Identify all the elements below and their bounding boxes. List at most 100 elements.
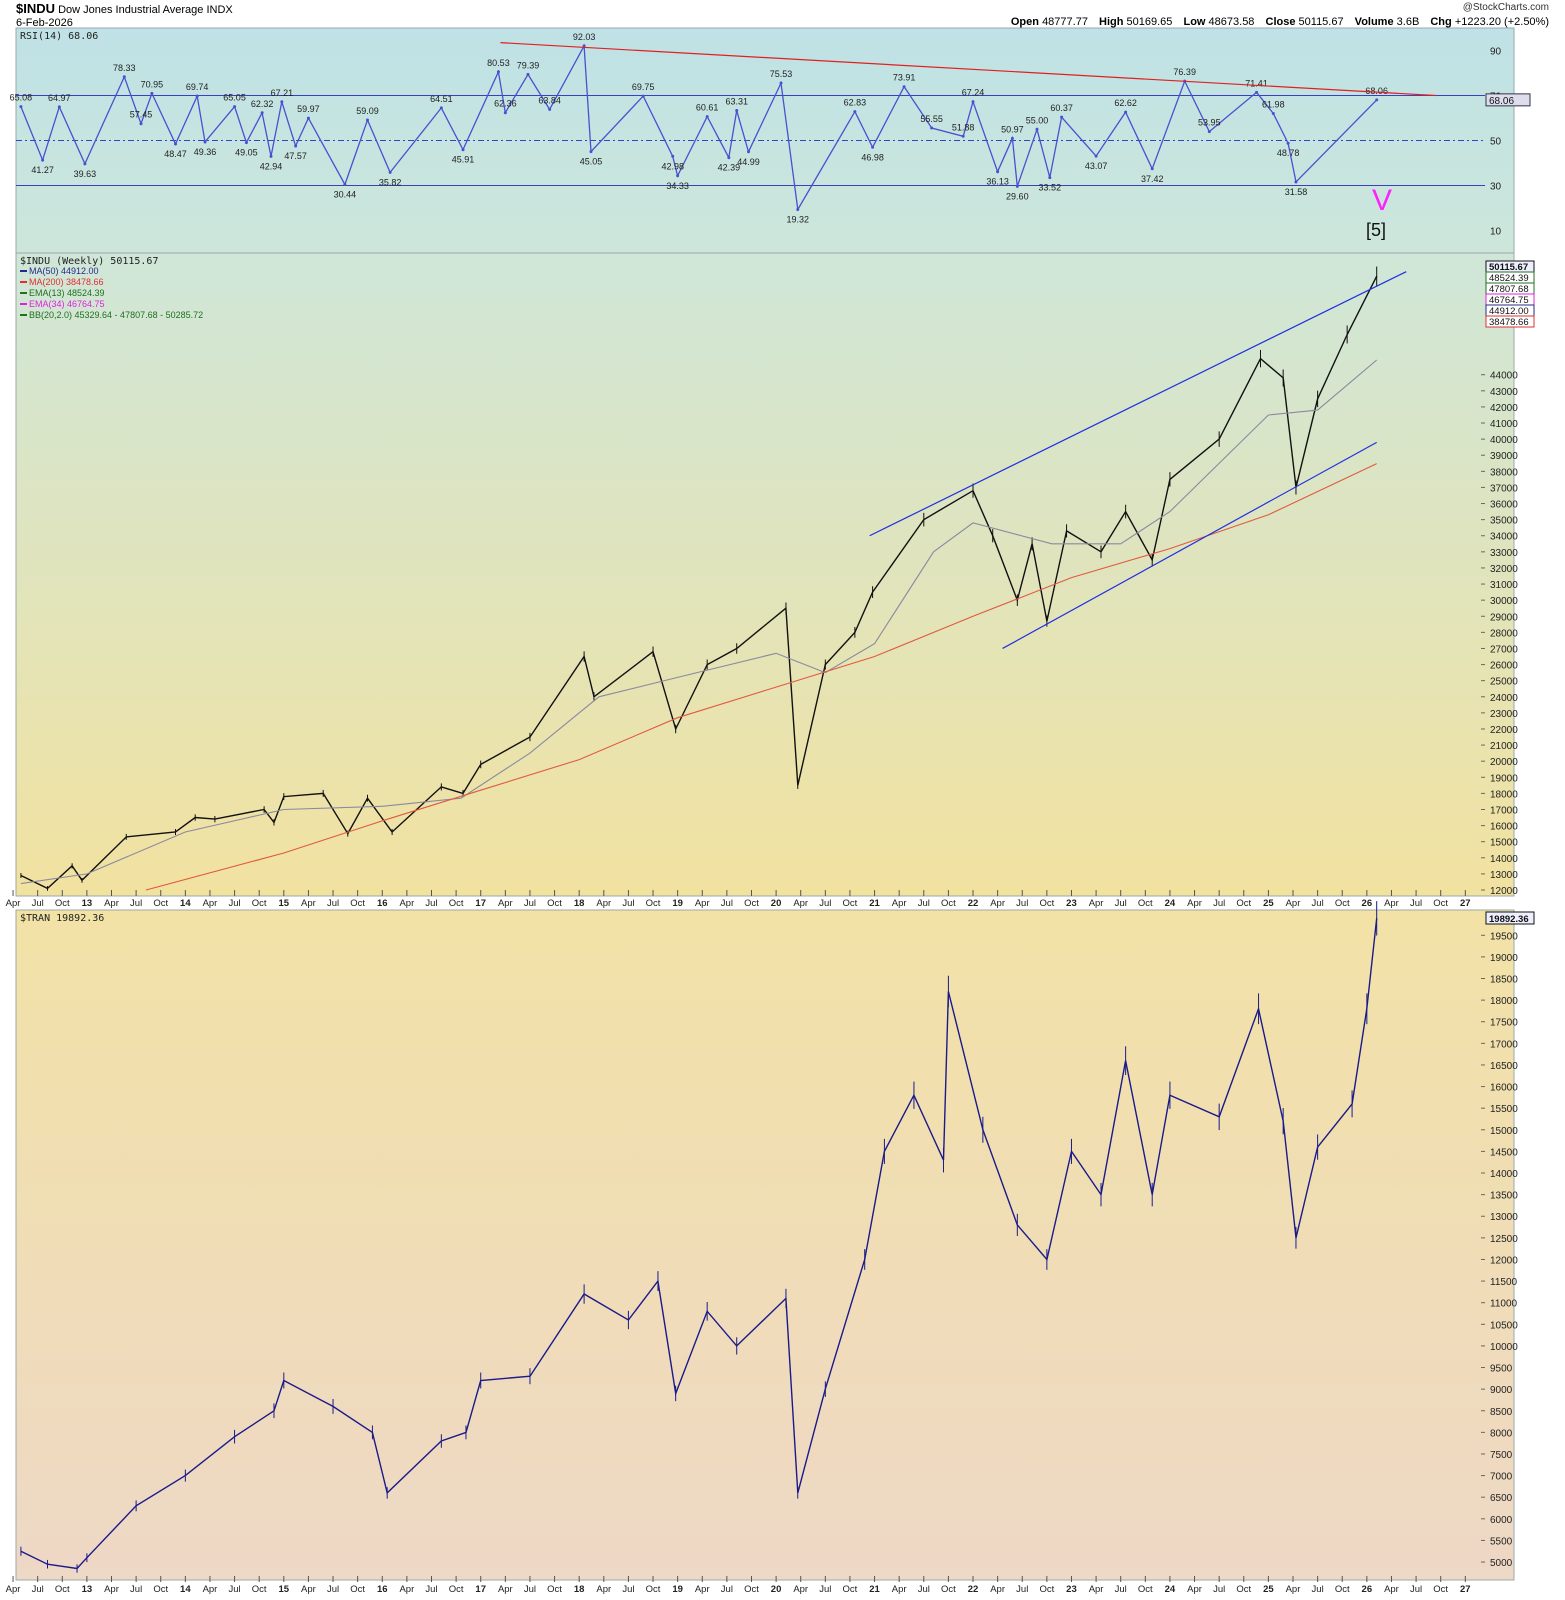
rsi-data-label: 63.31 — [725, 97, 748, 107]
rsi-data-label: 34.33 — [666, 181, 689, 191]
tran-x-tick: Apr — [399, 1584, 414, 1595]
price-x-tick: 23 — [1066, 898, 1077, 909]
price-x-tick: Oct — [744, 898, 759, 909]
price-y-tick: 25000 — [1490, 677, 1518, 688]
price-y-tick: 39000 — [1490, 451, 1518, 462]
rsi-data-label: 49.36 — [194, 147, 217, 157]
price-y-tick: 23000 — [1490, 709, 1518, 720]
rsi-data-label: 62.62 — [1114, 98, 1137, 108]
rsi-point — [343, 183, 347, 187]
rsi-y-tick: 30 — [1490, 182, 1502, 193]
tran-x-tick: 13 — [82, 1584, 93, 1595]
rsi-point — [589, 150, 593, 154]
rsi-point — [260, 111, 264, 115]
price-x-tick: Oct — [1433, 898, 1448, 909]
wave-annotation-v: V — [1372, 184, 1392, 217]
price-x-tick: 19 — [672, 898, 683, 909]
price-x-tick: Oct — [646, 898, 661, 909]
rsi-point — [671, 154, 675, 158]
wave-label-5: [5] — [1366, 220, 1386, 240]
price-x-tick: Jul — [721, 898, 733, 909]
tran-y-tick: 5500 — [1490, 1536, 1513, 1547]
tran-x-tick: Oct — [1236, 1584, 1251, 1595]
rsi-data-label: 45.05 — [580, 157, 603, 167]
tran-y-tick: 11000 — [1490, 1299, 1518, 1310]
price-x-tick: Oct — [547, 898, 562, 909]
tran-x-tick: Oct — [449, 1584, 464, 1595]
tran-y-tick: 14000 — [1490, 1169, 1518, 1180]
rsi-point — [1035, 127, 1039, 131]
tran-x-tick: Oct — [1039, 1584, 1054, 1595]
price-x-tick: 22 — [968, 898, 979, 909]
price-x-tick: 16 — [377, 898, 388, 909]
rsi-data-label: 64.97 — [48, 93, 71, 103]
tran-y-tick: 10000 — [1490, 1342, 1518, 1353]
rsi-point — [233, 105, 237, 109]
tran-x-tick: 17 — [475, 1584, 486, 1595]
price-x-tick: Apr — [990, 898, 1005, 909]
rsi-data-label: 76.39 — [1173, 67, 1196, 77]
price-x-tick: Oct — [449, 898, 464, 909]
price-x-tick: Apr — [1187, 898, 1202, 909]
price-x-tick: Oct — [55, 898, 70, 909]
volume-value: 3.6B — [1396, 16, 1420, 28]
rsi-point — [461, 148, 465, 152]
price-y-tick: 36000 — [1490, 500, 1518, 511]
rsi-point — [269, 154, 273, 158]
tran-x-tick: Apr — [1089, 1584, 1104, 1595]
tran-x-tick: Jul — [1016, 1584, 1028, 1595]
rsi-point — [727, 156, 731, 160]
tran-layer: 5000 5500 6000 6500 7000 7500 8000 8500 9000 9500… — [6, 901, 1535, 1595]
tran-x-tick: 26 — [1362, 1584, 1373, 1595]
price-x-tick: Oct — [843, 898, 858, 909]
tran-x-tick: 23 — [1066, 1584, 1077, 1595]
price-x-tick: 25 — [1263, 898, 1274, 909]
tran-x-tick: 24 — [1165, 1584, 1176, 1595]
rsi-point — [1207, 130, 1211, 134]
tran-x-tick: Oct — [252, 1584, 267, 1595]
price-y-tick: 15000 — [1490, 838, 1518, 849]
rsi-data-label: 61.98 — [1262, 100, 1285, 110]
price-x-tick: Apr — [793, 898, 808, 909]
rsi-data-label: 69.74 — [186, 82, 209, 92]
rsi-data-label: 57.45 — [130, 110, 153, 120]
price-x-tick: Apr — [6, 898, 21, 909]
rsi-data-label: 50.97 — [1001, 124, 1024, 134]
price-y-tick: 33000 — [1490, 548, 1518, 559]
rsi-data-label: 60.61 — [696, 103, 719, 113]
watermark: @StockCharts.com — [1462, 2, 1549, 13]
price-x-tick: Jul — [425, 898, 437, 909]
price-y-tick: 43000 — [1490, 387, 1518, 398]
rsi-point — [930, 126, 934, 130]
tran-y-tick: 15000 — [1490, 1126, 1518, 1137]
tran-x-tick: Jul — [32, 1584, 44, 1595]
price-series-0 — [20, 275, 1378, 890]
rsi-data-label: 48.78 — [1277, 148, 1300, 158]
rsi-point — [1150, 167, 1154, 171]
price-x-tick: Jul — [1115, 898, 1127, 909]
rsi-data-label: 45.91 — [452, 155, 475, 165]
tran-x-tick: 27 — [1460, 1584, 1471, 1595]
rsi-point — [150, 91, 154, 95]
price-value-tag: 47807.68 — [1489, 284, 1529, 295]
ohlc-readout: Open 48777.77 High 50169.65 Low 48673.58… — [1003, 16, 1549, 28]
tran-x-tick: Apr — [990, 1584, 1005, 1595]
rsi-data-label: 67.24 — [962, 88, 985, 98]
rsi-data-label: 36.13 — [986, 177, 1009, 187]
tran-x-tick: Apr — [596, 1584, 611, 1595]
index-name: Dow Jones Industrial Average — [58, 4, 204, 16]
price-x-tick: Jul — [524, 898, 536, 909]
price-x-tick: 14 — [180, 898, 191, 909]
rsi-value-tag: 68.06 — [1489, 96, 1514, 107]
tran-y-tick: 13000 — [1490, 1212, 1518, 1223]
tran-y-tick: 12000 — [1490, 1255, 1518, 1266]
price-x-tick: Jul — [1213, 898, 1225, 909]
rsi-data-label: 71.41 — [1245, 78, 1268, 88]
tran-x-tick: Apr — [6, 1584, 21, 1595]
tran-series-line — [20, 918, 1378, 1570]
tran-x-tick: 25 — [1263, 1584, 1274, 1595]
tran-x-tick: 18 — [574, 1584, 585, 1595]
price-x-tick: 24 — [1165, 898, 1176, 909]
rsi-data-label: 30.44 — [334, 190, 357, 200]
tran-x-tick: Jul — [918, 1584, 930, 1595]
